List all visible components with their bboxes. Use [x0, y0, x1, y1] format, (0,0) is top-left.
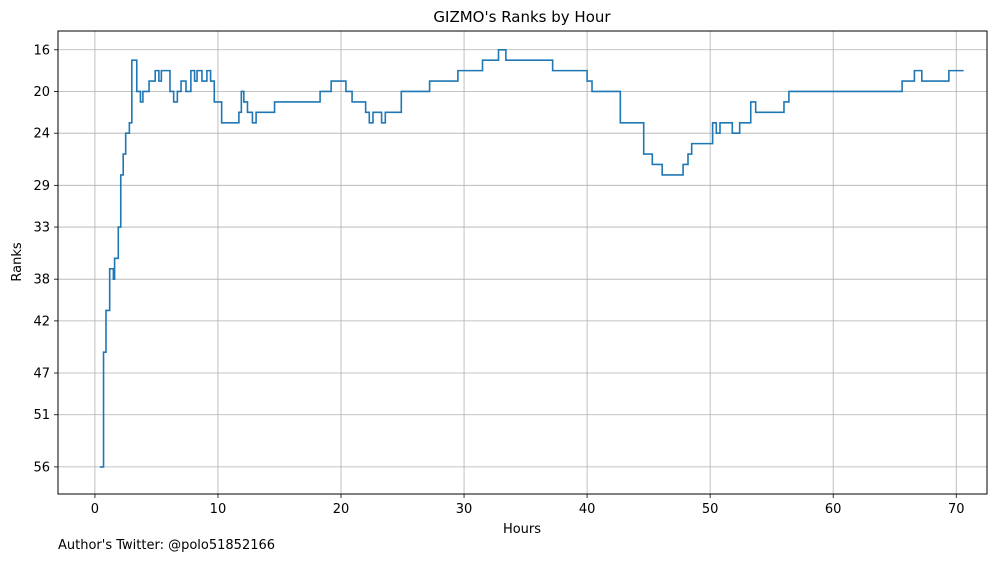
y-tick-label: 33	[33, 221, 50, 236]
y-tick-label: 47	[33, 367, 50, 382]
y-tick-label: 20	[33, 85, 50, 100]
grid-lines	[58, 31, 987, 494]
x-tick-label: 20	[333, 502, 350, 517]
series-line-ranks	[99, 48, 964, 468]
x-tick-label: 70	[948, 502, 965, 517]
x-tick-label: 10	[210, 502, 227, 517]
y-tick-label: 51	[33, 408, 50, 423]
y-tick-label: 29	[33, 179, 50, 194]
plot-frame	[57, 30, 988, 495]
x-tick-label: 40	[579, 502, 596, 517]
y-axis-label: Ranks	[10, 242, 25, 281]
series-layer	[99, 48, 964, 468]
y-tick-label: 42	[33, 314, 50, 329]
x-axis-label: Hours	[503, 522, 541, 537]
y-axis: 16 20 24 29 33 38 42 47 51 56	[33, 43, 58, 475]
x-axis: 0 10 20 30 40 50 60 70	[91, 494, 965, 517]
x-tick-label: 30	[456, 502, 473, 517]
chart-title: GIZMO's Ranks by Hour	[433, 8, 611, 26]
x-tick-label: 50	[702, 502, 719, 517]
y-tick-label: 56	[33, 460, 50, 475]
x-tick-label: 0	[91, 502, 99, 517]
y-tick-label: 24	[33, 127, 50, 142]
y-tick-label: 16	[33, 43, 50, 58]
y-tick-label: 38	[33, 273, 50, 288]
author-footnote: Author's Twitter: @polo51852166	[58, 538, 276, 553]
x-tick-label: 60	[825, 502, 842, 517]
